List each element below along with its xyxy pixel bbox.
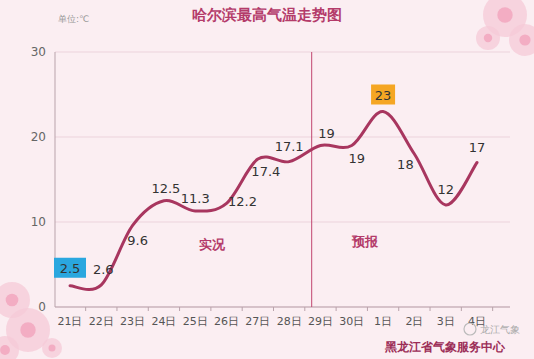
flower-center	[20, 322, 35, 337]
x-tick-label: 1日	[374, 315, 392, 328]
x-tick	[85, 307, 86, 311]
data-label: 17.4	[251, 164, 280, 179]
grid-line	[55, 307, 510, 308]
flower-center	[49, 345, 56, 352]
annotation: 实况	[199, 237, 226, 252]
x-tick	[430, 307, 431, 311]
x-tick-label: 3日	[437, 315, 455, 328]
x-tick	[336, 307, 337, 311]
grid-line	[55, 222, 510, 223]
x-tick-label: 23日	[120, 315, 145, 328]
x-tick	[179, 307, 180, 311]
data-label: 17.1	[275, 139, 304, 154]
x-tick-label: 26日	[214, 315, 239, 328]
x-tick	[242, 307, 243, 311]
x-tick-label: 28日	[277, 315, 302, 328]
x-tick-label: 21日	[58, 315, 83, 328]
data-label: 19	[318, 126, 335, 141]
x-tick	[492, 307, 493, 311]
x-tick	[116, 307, 117, 311]
x-tick-label: 30日	[339, 315, 364, 328]
x-tick	[210, 307, 211, 311]
data-label: 12	[437, 182, 454, 197]
flower-center	[0, 345, 10, 355]
plot	[70, 111, 477, 289]
watermark: 龙江气象	[480, 324, 520, 335]
background	[0, 0, 534, 359]
data-label: 18	[397, 157, 414, 172]
x-tick-label: 24日	[151, 315, 176, 328]
y-tick-label: 0	[38, 300, 46, 314]
x-tick	[461, 307, 462, 311]
x-tick	[304, 307, 305, 311]
x-axis	[55, 307, 510, 308]
flower-center	[519, 34, 530, 45]
label-box	[54, 258, 86, 278]
data-label: 19	[348, 151, 365, 166]
divider	[311, 52, 312, 307]
watermark-icon	[464, 323, 476, 335]
line	[70, 111, 477, 289]
flower-center	[6, 294, 19, 307]
x-tick	[367, 307, 368, 311]
x-tick-label: 2日	[405, 315, 423, 328]
y-label: 单位:℃	[58, 14, 89, 24]
x-tick	[148, 307, 149, 311]
x-tick-label: 25日	[183, 315, 208, 328]
data-label: 23	[375, 88, 392, 103]
data-label: 2.6	[93, 262, 114, 277]
flower	[476, 26, 500, 50]
x-tick-label: 29日	[308, 315, 333, 328]
y-tick-label: 30	[31, 45, 46, 59]
flower	[0, 336, 19, 359]
x-tick	[273, 307, 274, 311]
x-tick-label: 27日	[245, 315, 270, 328]
data-label: 2.5	[60, 261, 81, 276]
source: 黑龙江省气象服务中心	[384, 340, 506, 354]
y-tick-label: 10	[31, 215, 46, 229]
flower-center	[497, 7, 512, 22]
title: 哈尔滨最高气温走势图	[192, 6, 342, 24]
data-label: 12.2	[228, 194, 257, 209]
data-label: 17	[469, 140, 486, 155]
chart: 哈尔滨最高气温走势图 单位:℃ 0 10 20 30 21日 22日 23日 24日 25日 26日 2…	[0, 0, 534, 359]
flower-center	[484, 34, 492, 42]
flower	[509, 24, 534, 56]
annotation: 预报	[351, 234, 379, 249]
flower	[42, 338, 62, 358]
x-tick-label: 22日	[89, 315, 114, 328]
data-label: 9.6	[127, 233, 148, 248]
x-tick	[398, 307, 399, 311]
data-label: 12.5	[151, 181, 180, 196]
decoration	[0, 0, 534, 359]
grid-line	[55, 52, 510, 53]
grid-line	[55, 137, 510, 138]
data-label: 11.3	[181, 191, 210, 206]
label-box	[371, 85, 395, 105]
y-tick-label: 20	[31, 130, 46, 144]
